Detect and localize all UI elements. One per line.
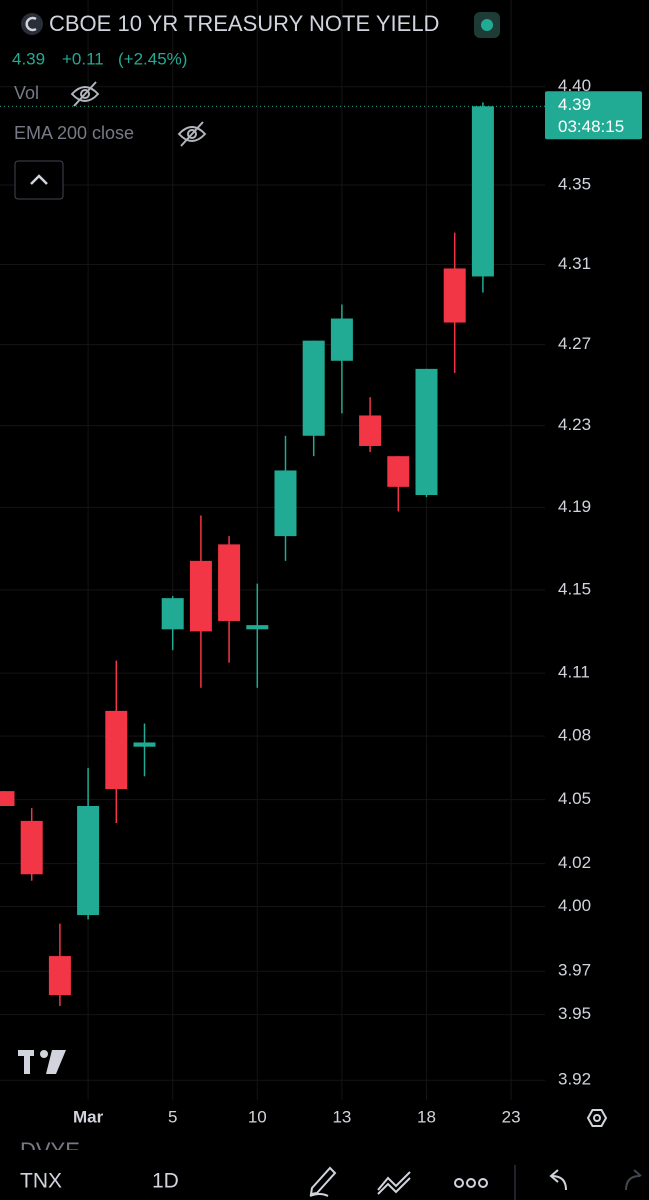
indicators-icon[interactable] — [377, 1171, 411, 1195]
tradingview-logo — [18, 1050, 66, 1074]
y-tick-label: 4.02 — [558, 853, 591, 872]
hide-ema-icon[interactable] — [177, 121, 207, 147]
x-tick-label: 13 — [332, 1107, 351, 1126]
last-price-time: 03:48:15 — [558, 117, 624, 136]
candle-body — [0, 791, 15, 806]
draw-icon[interactable] — [309, 1166, 337, 1197]
y-tick-label: 4.08 — [558, 726, 591, 745]
candle-body — [443, 268, 466, 323]
candle-body — [330, 318, 353, 361]
y-tick-label: 4.40 — [558, 76, 591, 95]
x-tick-label: 5 — [168, 1107, 177, 1126]
price: 4.39 — [12, 49, 45, 68]
x-tick-label: 23 — [502, 1107, 521, 1126]
candle-body — [415, 368, 438, 496]
toolbar-interval[interactable]: 1D — [152, 1170, 179, 1193]
candle-body — [302, 340, 325, 436]
indicator-ema: EMA 200 close — [14, 123, 134, 143]
y-tick-label: 4.35 — [558, 175, 591, 194]
last-price-box — [545, 91, 642, 140]
y-tick-label: 4.31 — [558, 254, 591, 273]
chevron-up — [30, 174, 48, 185]
candle-body — [105, 710, 128, 790]
y-tick-label: 4.27 — [558, 334, 591, 353]
undo-icon[interactable] — [549, 1169, 567, 1191]
x-tick-label: Mar — [73, 1107, 104, 1126]
y-tick-label: 3.97 — [558, 961, 591, 980]
hide-vol-icon[interactable] — [70, 81, 100, 107]
candle-body — [161, 598, 184, 630]
candle-body — [77, 805, 100, 916]
candle-body — [471, 106, 494, 277]
indicator-vol: Vol — [14, 83, 39, 103]
status-dot — [481, 19, 493, 31]
x-tick-label: 18 — [417, 1107, 436, 1126]
candle-body — [20, 820, 43, 875]
y-tick-label: 4.11 — [558, 663, 590, 682]
candle-body — [218, 544, 241, 621]
candle-body — [133, 742, 156, 747]
candle-body — [246, 625, 269, 630]
settings-icon[interactable] — [586, 1109, 608, 1127]
y-tick-label: 4.15 — [558, 579, 591, 598]
y-tick-label: 4.05 — [558, 789, 591, 808]
toolbar-symbol[interactable]: TNX — [20, 1170, 62, 1193]
candle-body — [387, 456, 410, 487]
candle-body — [189, 560, 212, 632]
candle-body — [48, 956, 71, 996]
collapse-button[interactable] — [14, 160, 64, 200]
candle-body — [274, 470, 297, 537]
more-icon[interactable] — [454, 1178, 488, 1188]
symbol-title: CBOE 10 YR TREASURY NOTE YIELD — [49, 11, 439, 36]
candle-body — [359, 415, 382, 446]
y-tick-label: 4.19 — [558, 497, 591, 516]
logo-glyph — [25, 16, 37, 32]
candles — [0, 102, 494, 1006]
y-tick-label: 4.23 — [558, 415, 591, 434]
x-tick-label: 10 — [248, 1107, 267, 1126]
y-tick-label: 4.00 — [558, 896, 591, 915]
settings-dot — [593, 1114, 601, 1122]
change: +0.11 — [62, 49, 104, 68]
symbol-logo — [21, 13, 43, 35]
y-tick-label: 3.92 — [558, 1070, 591, 1089]
change-pct: (+2.45%) — [118, 49, 187, 68]
redo-icon[interactable] — [625, 1169, 642, 1191]
y-tick-label: 3.95 — [558, 1004, 591, 1023]
last-price-label: 4.39 — [558, 95, 591, 114]
